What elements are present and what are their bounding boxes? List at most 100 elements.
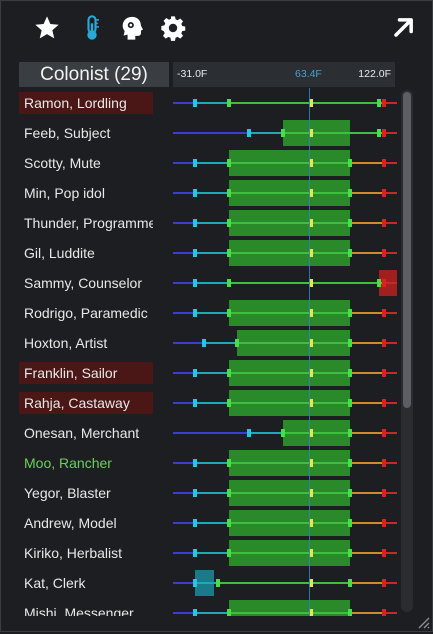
colonist-name[interactable]: Scotty, Mute [24,155,101,171]
thermometer-icon[interactable] [78,14,106,42]
comfort-range-line [228,372,351,374]
comfort-range-line [228,252,351,254]
colonist-name[interactable]: Franklin, Sailor [19,362,153,384]
heat-threshold-tick [381,579,386,587]
temperature-track[interactable] [173,448,397,478]
scrollbar-thumb[interactable] [403,92,411,408]
comfort-max-tick [377,99,382,107]
heat-range-line [383,522,397,524]
colonist-name[interactable]: Mishi, Messenger [24,605,134,616]
temperature-track[interactable] [173,538,397,568]
current-temperature-tick [309,219,314,227]
comfort-min-tick [226,279,231,287]
expand-arrow-icon[interactable] [389,14,417,42]
temperature-track[interactable] [173,118,397,148]
colonist-name[interactable]: Hoxton, Artist [24,335,108,351]
cold-threshold-tick [201,339,206,347]
colonist-name[interactable]: Kat, Clerk [24,575,86,591]
comfort-max-tick [377,129,382,137]
temperature-track[interactable] [173,358,397,388]
cold-threshold-tick [192,369,197,377]
comfort-range-line [228,222,351,224]
cool-range-line [194,312,229,314]
resize-handle-icon[interactable] [414,613,430,629]
comfort-max-tick [348,549,353,557]
heat-threshold-tick [381,339,386,347]
current-temperature-tick [309,399,314,407]
comfort-range-line [282,432,351,434]
colonist-name[interactable]: Rahja, Castaway [19,392,153,414]
temperature-track[interactable] [173,178,397,208]
scrollbar[interactable] [401,90,413,612]
temperature-track[interactable] [173,478,397,508]
mood-head-icon[interactable] [118,14,146,42]
temperature-track[interactable] [173,298,397,328]
temperature-track[interactable] [173,388,397,418]
cold-threshold-tick [192,399,197,407]
heat-range-line [383,402,397,404]
colonist-row: Mishi, Messenger [0,598,400,616]
heat-range-line [383,162,397,164]
colonist-name[interactable]: Feeb, Subject [24,125,111,141]
temperature-track[interactable] [173,268,397,298]
colonist-name[interactable]: Kiriko, Herbalist [24,545,123,561]
heat-range-line [383,312,397,314]
colonist-count-header[interactable]: Colonist (29) [19,62,169,87]
comfort-min-tick [226,399,231,407]
temperature-track[interactable] [173,208,397,238]
colonist-name[interactable]: Andrew, Model [24,515,117,531]
colonist-name[interactable]: Gil, Luddite [24,245,95,261]
temperature-track[interactable] [173,568,397,598]
heat-range-line [383,582,397,584]
current-temperature-tick [309,489,314,497]
colonist-list: Ramon, Lordling Feeb, Subject Scotty, Mute… [0,88,400,616]
colonist-name[interactable]: Moo, Rancher [24,455,112,471]
colonist-name[interactable]: Sammy, Counselor [24,275,143,291]
heat-threshold-tick [381,429,386,437]
comfort-max-tick [377,279,382,287]
temperature-track[interactable] [173,508,397,538]
temperature-track[interactable] [173,328,397,358]
cold-range-line [173,162,195,164]
heat-range-line [383,552,397,554]
temperature-track[interactable] [173,88,397,118]
temperature-track[interactable] [173,148,397,178]
heat-threshold-tick [381,399,386,407]
heat-threshold-tick [381,609,386,616]
cold-threshold-tick [192,99,197,107]
comfort-range-line [228,462,351,464]
cold-range-line [173,432,250,434]
cold-threshold-tick [192,489,197,497]
heat-threshold-tick [381,129,386,137]
temperature-track[interactable] [173,418,397,448]
comfort-max-tick [348,429,353,437]
colonist-name[interactable]: Onesan, Merchant [24,425,140,441]
comfort-min-tick [226,309,231,317]
colonist-name[interactable]: Yegor, Blaster [24,485,111,501]
colonist-name[interactable]: Thunder, Programmer [24,215,153,231]
colonist-name[interactable]: Min, Pop idol [24,185,105,201]
warm-range-line [350,462,384,464]
comfort-max-tick [348,489,353,497]
cold-range-line [173,192,195,194]
current-temperature-tick [309,279,314,287]
warm-range-line [350,162,384,164]
scale-min-label: -31.0F [177,68,208,80]
comfort-min-tick [226,459,231,467]
current-temperature-tick [309,159,314,167]
comfort-range-line [228,102,380,104]
gear-icon[interactable] [159,14,187,42]
heat-range-line [383,462,397,464]
temperature-track[interactable] [173,238,397,268]
colonist-name[interactable]: Rodrigo, Paramedic [24,305,148,321]
temperature-track[interactable] [173,598,397,616]
cool-range-line [194,462,229,464]
cold-threshold-tick [192,519,197,527]
star-icon[interactable] [33,14,61,42]
cold-range-line [173,132,250,134]
comfort-min-tick [280,129,285,137]
warm-range-line [379,102,384,104]
heat-range-line [383,132,397,134]
colonist-name[interactable]: Ramon, Lordling [19,92,153,114]
colonist-row: Ramon, Lordling [0,88,400,118]
